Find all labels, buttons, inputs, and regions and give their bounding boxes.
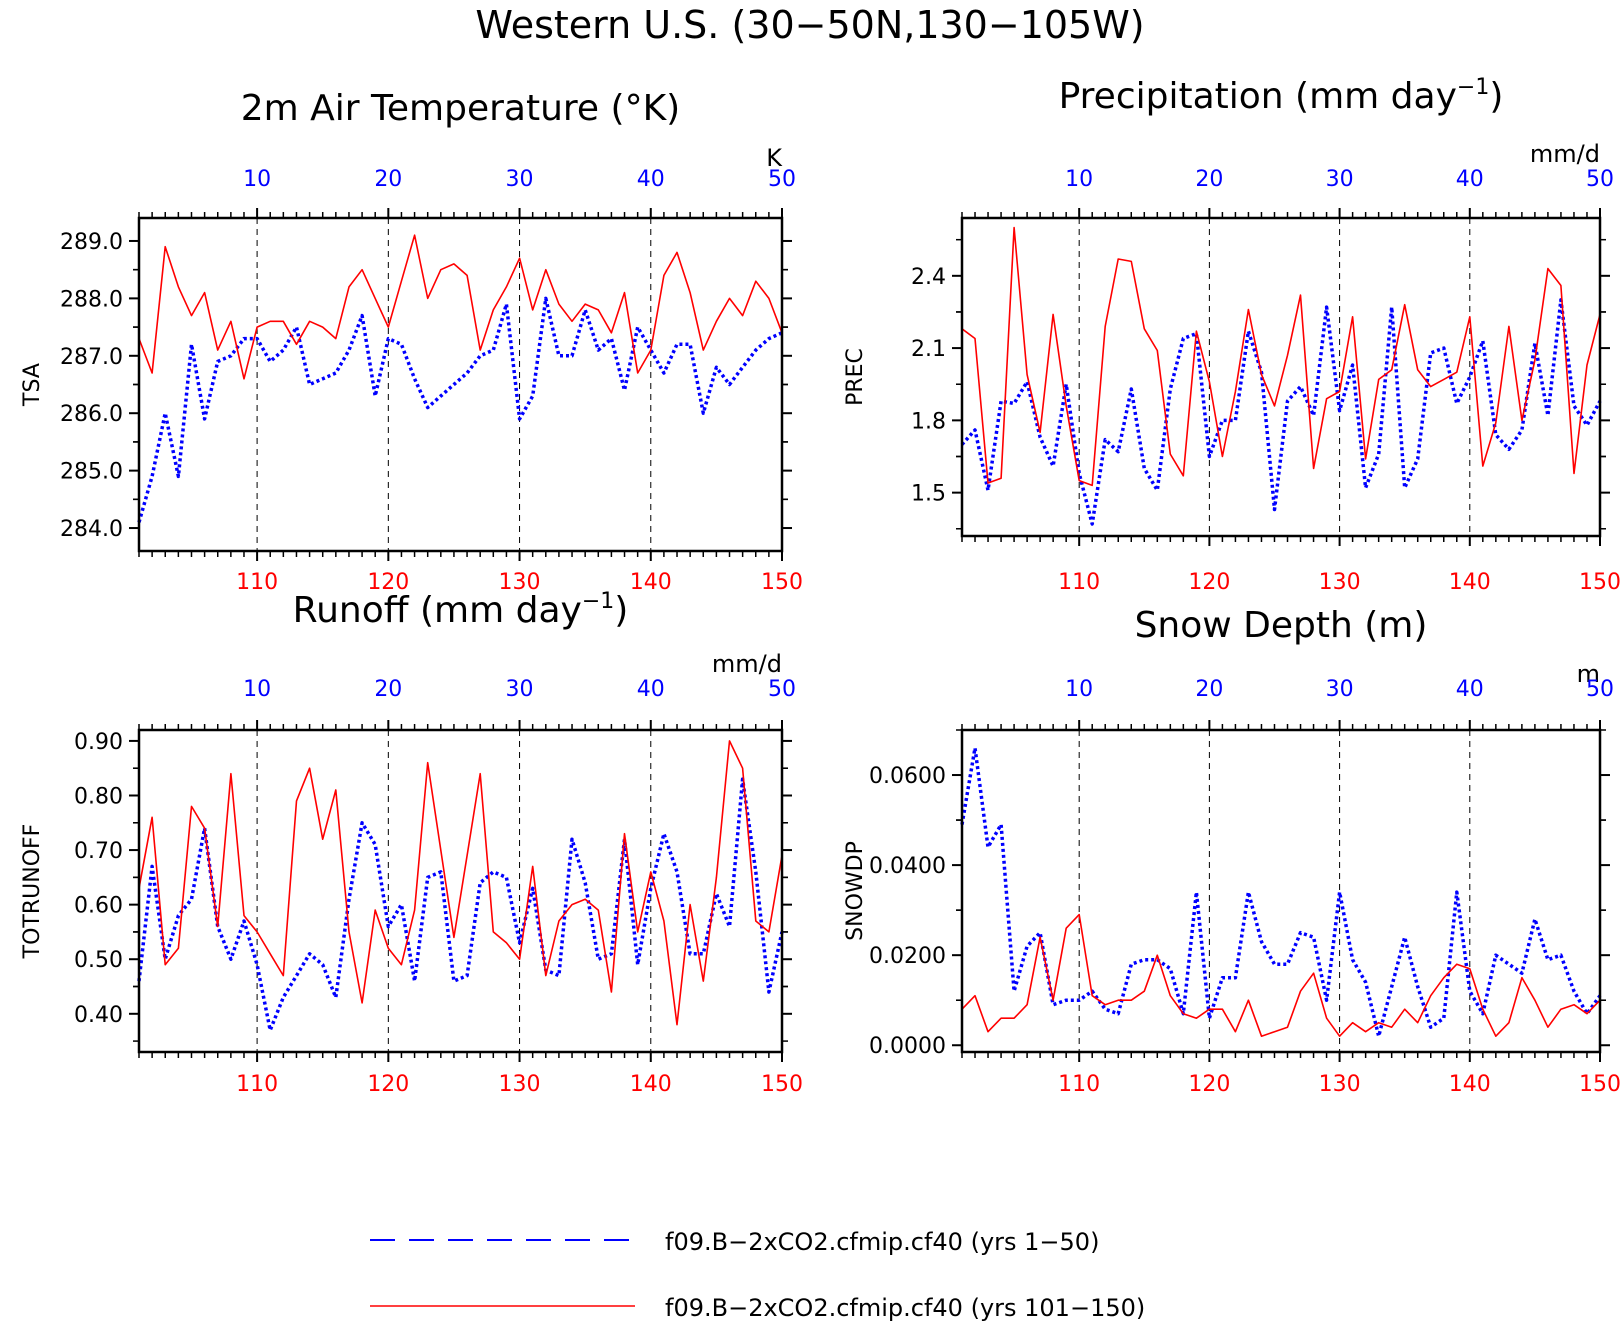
x-top-tick-label: 40 [637, 167, 665, 192]
x-top-tick-label: 40 [1456, 677, 1484, 702]
x-bottom-tick-label: 120 [1188, 570, 1230, 595]
y-tick-label: 1.8 [911, 409, 946, 434]
x-bottom-tick-label: 140 [630, 570, 672, 595]
plot-frame [137, 216, 784, 553]
x-bottom-tick-label: 140 [630, 1072, 672, 1097]
x-bottom-tick-label: 150 [761, 1072, 803, 1097]
x-bottom-tick-label: 120 [1188, 1072, 1230, 1097]
y-axis-label: PREC [843, 348, 868, 406]
panel-totrunoff: Runoff (mm day−1) mm/d TOTRUNOFF 0.40 0.50 0.… [20, 589, 803, 1097]
y-tick-label: 0.0200 [869, 944, 946, 969]
panel-units: K [766, 144, 783, 172]
y-tick-label: 0.0600 [869, 764, 946, 789]
x-top-tick-label: 30 [1326, 167, 1354, 192]
plot-frame [137, 728, 784, 1054]
x-bottom-tick-label: 140 [1449, 1072, 1491, 1097]
x-bottom-tick-label: 110 [1058, 570, 1100, 595]
panel-tsa: 2m Air Temperature (°K) K TSA 284.0 285.0 286… [20, 88, 803, 595]
x-bottom-tick-label: 130 [1319, 570, 1361, 595]
y-tick-label: 0.70 [74, 839, 123, 864]
x-bottom-tick-label: 150 [1579, 1072, 1621, 1097]
x-top-tick-label: 20 [1195, 677, 1223, 702]
panel-units: m [1577, 660, 1600, 688]
y-axis-label: TOTRUNOFF [20, 824, 45, 960]
plot-frame [960, 728, 1602, 1054]
panel-title: Precipitation (mm day−1) [1059, 75, 1504, 117]
y-axis-label: TSA [20, 363, 45, 407]
y-tick-label: 2.1 [911, 337, 946, 362]
x-top-tick-label: 10 [243, 167, 271, 192]
y-tick-label: 288.0 [60, 287, 123, 312]
series-line-yrs-1-50 [137, 777, 784, 1032]
x-bottom-tick-label: 130 [499, 1072, 541, 1097]
x-top-tick-label: 20 [374, 677, 402, 702]
y-tick-label: 0.0400 [869, 854, 946, 879]
panel-title: Runoff (mm day−1) [293, 589, 629, 631]
y-tick-label: 2.4 [911, 265, 946, 290]
y-tick-label: 0.50 [74, 948, 123, 973]
x-bottom-tick-label: 110 [236, 570, 278, 595]
panel-units: mm/d [1530, 140, 1600, 168]
y-tick-label: 286.0 [60, 402, 123, 427]
x-top-tick-label: 50 [1586, 677, 1614, 702]
series-line-yrs-101-150 [961, 226, 1601, 487]
x-top-tick-label: 30 [1326, 677, 1354, 702]
legend-label-red: f09.B−2xCO2.cfmip.cf40 (yrs 101−150) [665, 1294, 1145, 1322]
x-top-tick-label: 30 [506, 677, 534, 702]
figure-title: Western U.S. (30−50N,130−105W) [475, 3, 1144, 47]
panel-title: Snow Depth (m) [1135, 605, 1428, 646]
x-bottom-tick-label: 120 [367, 1072, 409, 1097]
x-bottom-tick-label: 130 [499, 570, 541, 595]
panel-units: mm/d [712, 650, 782, 678]
x-top-tick-label: 10 [243, 677, 271, 702]
series-line-yrs-101-150 [138, 234, 783, 380]
panel-snowdp: Snow Depth (m) m SNOWDP 0.0000 0.0200 0.0400 0… [843, 605, 1621, 1097]
y-tick-label: 289.0 [60, 230, 123, 255]
y-tick-label: 0.90 [74, 730, 123, 755]
y-tick-label: 287.0 [60, 345, 123, 370]
series-line-yrs-1-50 [137, 296, 783, 523]
y-tick-label: 0.60 [74, 894, 123, 919]
x-bottom-tick-label: 110 [1058, 1072, 1100, 1097]
x-bottom-tick-label: 150 [761, 570, 803, 595]
x-bottom-tick-label: 150 [1579, 570, 1621, 595]
series-line-yrs-101-150 [138, 740, 783, 1026]
y-axis-label: SNOWDP [843, 841, 868, 941]
y-tick-label: 285.0 [60, 460, 123, 485]
y-tick-label: 0.80 [74, 784, 123, 809]
x-top-tick-label: 20 [374, 167, 402, 192]
legend: f09.B−2xCO2.cfmip.cf40 (yrs 1−50) f09.B−… [370, 1228, 1145, 1322]
series-line-yrs-101-150 [961, 913, 1601, 1037]
x-top-tick-label: 20 [1195, 167, 1223, 192]
x-bottom-tick-label: 110 [236, 1072, 278, 1097]
x-bottom-tick-label: 120 [367, 570, 409, 595]
x-top-tick-label: 40 [1456, 167, 1484, 192]
panel-prec: Precipitation (mm day−1) mm/d PREC 1.5 1.8 2.… [843, 75, 1621, 595]
y-tick-label: 1.5 [911, 482, 946, 507]
x-top-tick-label: 30 [506, 167, 534, 192]
series-line-yrs-1-50 [960, 746, 1602, 1038]
x-top-tick-label: 10 [1065, 677, 1093, 702]
plot-frame [960, 216, 1602, 538]
legend-label-blue: f09.B−2xCO2.cfmip.cf40 (yrs 1−50) [665, 1228, 1099, 1256]
y-tick-label: 0.0000 [869, 1034, 946, 1059]
x-top-tick-label: 50 [768, 677, 796, 702]
y-tick-label: 284.0 [60, 517, 123, 542]
series-line-yrs-1-50 [960, 298, 1602, 526]
x-bottom-tick-label: 130 [1319, 1072, 1361, 1097]
x-top-tick-label: 50 [768, 167, 796, 192]
x-bottom-tick-label: 140 [1449, 570, 1491, 595]
x-top-tick-label: 50 [1586, 167, 1614, 192]
x-top-tick-label: 10 [1065, 167, 1093, 192]
x-top-tick-label: 40 [637, 677, 665, 702]
panel-title: 2m Air Temperature (°K) [241, 88, 680, 129]
panels: 2m Air Temperature (°K) K TSA 284.0 285.0 286… [20, 75, 1621, 1097]
y-tick-label: 0.40 [74, 1003, 123, 1028]
